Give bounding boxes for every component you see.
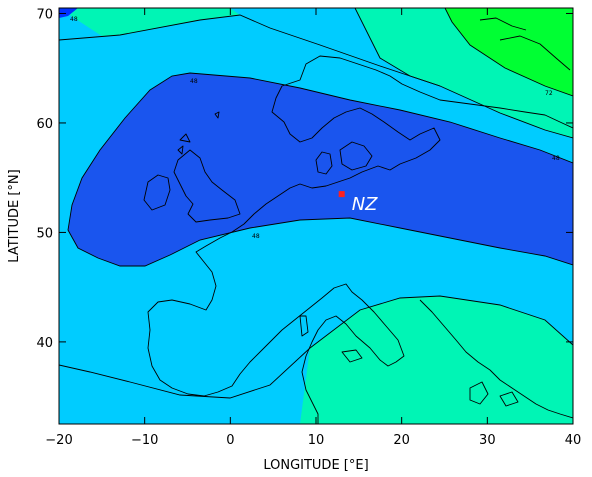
band-light-se [300,296,573,424]
coastlines [143,17,573,424]
contour-line-outer-north [59,14,573,139]
coast-iceland-dot [214,111,220,119]
band-darkest [59,8,78,18]
y-axis-title: LATITUDE [°N] [7,169,22,262]
coast-continent [147,55,573,424]
x-tick-label: 30 [479,433,496,448]
x-tick-label: 40 [565,433,582,448]
x-tick-label: 0 [226,433,234,448]
coast-italy-sardinia [299,315,309,337]
contour-label-2: 48 [190,78,198,85]
coast-sicily [341,349,363,363]
coast-balkans [419,299,573,419]
x-tick-label: 10 [308,433,325,448]
coast-ne-fragments [479,17,571,71]
coast-scandinavia-inner [339,141,373,171]
plot-area: 48 48 48 72 48 NZ [59,8,573,424]
x-axis-title: LONGITUDE [°E] [263,458,368,473]
band-lightest-ne [445,8,573,96]
contour-line-ne [354,8,573,97]
coast-scotland-isles [177,133,191,155]
x-tick-label: −10 [131,433,158,448]
x-tick-label: 20 [393,433,410,448]
y-tick-label: 50 [36,226,53,241]
y-tick-label: 60 [36,117,53,132]
coast-greece [469,381,519,407]
contour-label-4: 72 [545,90,553,97]
x-tick-label: −20 [45,433,72,448]
contour-label-3: 48 [252,233,260,240]
station-marker [338,191,345,198]
y-tick-label: 40 [36,336,53,351]
y-tick-label: 70 [36,7,53,22]
coast-denmark [315,151,333,175]
station-label: NZ [352,194,378,215]
y-axis-ticks: 40 50 60 70 [36,7,573,351]
x-axis-ticks: −20 −10 0 10 20 30 40 [45,8,581,448]
contour-line-dark-band [67,72,573,267]
contour-label-1: 48 [70,16,78,23]
coast-britain [173,149,241,223]
contour-label-5: 48 [552,155,560,162]
contour-line-outer-south [59,295,573,399]
coast-ireland [143,174,171,211]
